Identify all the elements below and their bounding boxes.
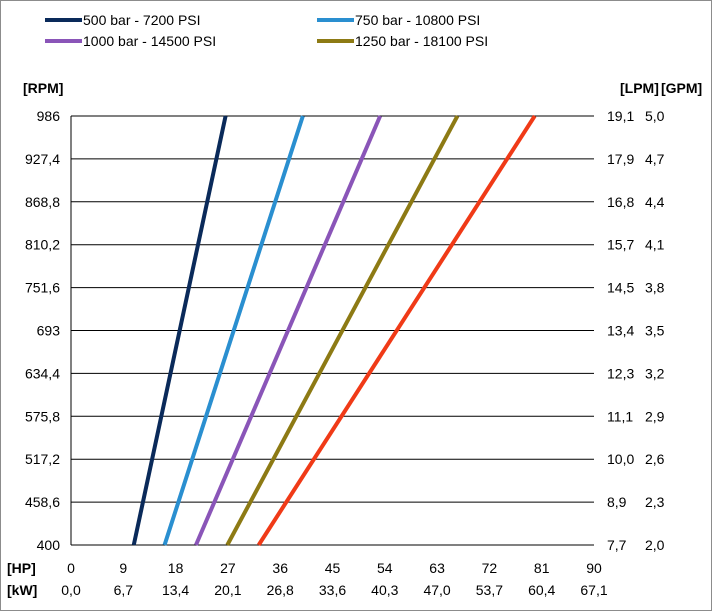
lpm-tick-label: 13,4 [607, 323, 634, 339]
gpm-tick-label: 3,5 [645, 323, 665, 339]
lpm-tick-label: 8,9 [607, 494, 627, 510]
lpm-tick-label: 12,3 [607, 365, 634, 381]
kw-tick-labels: 0,0 6,7 13,4 20,1 26,8 33,6 40,3 47,0 53,7 60,4 67… [61, 582, 608, 598]
y-tick-label: 517,2 [25, 451, 60, 467]
kw-tick-label: 40,3 [371, 582, 398, 598]
gpm-tick-label: 2,0 [645, 537, 665, 553]
kw-tick-label: 26,8 [267, 582, 294, 598]
kw-tick-label: 33,6 [319, 582, 346, 598]
y-tick-label: 458,6 [25, 494, 60, 510]
hp-tick-labels: 0 9 18 27 36 45 54 63 72 81 90 [67, 560, 602, 576]
lpm-tick-label: 15,7 [607, 237, 634, 253]
lpm-axis-title: [LPM] [620, 80, 659, 96]
kw-tick-label: 67,1 [580, 582, 607, 598]
lpm-tick-label: 19,1 [607, 108, 634, 124]
hp-tick-label: 18 [168, 560, 184, 576]
series-line-4 [225, 115, 460, 546]
lpm-tick-label: 7,7 [607, 537, 627, 553]
hp-tick-label: 9 [119, 560, 127, 576]
y-tick-labels: 986 927,4 868,8 810,2 751,6 693 634,4 575,8 517,… [25, 108, 60, 553]
y-tick-label: 986 [37, 108, 61, 124]
legend-label-4: 1250 bar - 18100 PSI [355, 33, 488, 49]
gpm-tick-label: 5,0 [645, 108, 665, 124]
gpm-tick-label: 2,6 [645, 451, 665, 467]
y-tick-label: 693 [37, 323, 61, 339]
series-lines [131, 114, 537, 547]
kw-tick-label: 13,4 [162, 582, 189, 598]
series-line-1 [131, 115, 228, 546]
gpm-tick-label: 2,3 [645, 494, 665, 510]
lpm-tick-label: 17,9 [607, 151, 634, 167]
lpm-tick-labels: 19,1 17,9 16,8 15,7 14,5 13,4 12,3 11,1 10,0 8,9 7… [607, 108, 634, 553]
gpm-tick-label: 2,9 [645, 408, 665, 424]
hp-tick-label: 63 [429, 560, 445, 576]
y-axis-title: [RPM] [23, 80, 63, 96]
gpm-tick-label: 3,8 [645, 280, 665, 296]
y-tick-label: 927,4 [25, 151, 60, 167]
series-line-3 [194, 115, 382, 546]
hp-tick-label: 54 [377, 560, 393, 576]
kw-tick-label: 60,4 [528, 582, 555, 598]
y-tick-label: 810,2 [25, 237, 60, 253]
series-line-5 [257, 114, 537, 547]
legend-label-3: 1000 bar - 14500 PSI [83, 33, 216, 49]
y-tick-label: 868,8 [25, 194, 60, 210]
gpm-tick-label: 3,2 [645, 365, 665, 381]
gpm-tick-label: 4,7 [645, 151, 665, 167]
hp-tick-label: 90 [586, 560, 602, 576]
legend-label-1: 500 bar - 7200 PSI [83, 12, 201, 28]
gpm-axis-title: [GPM] [661, 80, 702, 96]
series-line-2 [162, 115, 305, 546]
kw-tick-label: 0,0 [61, 582, 81, 598]
gpm-tick-labels: 5,0 4,7 4,4 4,1 3,8 3,5 3,2 2,9 2,6 2,3 2,0 [645, 108, 665, 553]
hp-axis-title: [HP] [7, 560, 36, 576]
kw-tick-label: 53,7 [476, 582, 503, 598]
legend: 500 bar - 7200 PSI 750 bar - 10800 PSI 100… [45, 12, 488, 49]
lpm-tick-label: 11,1 [607, 408, 633, 424]
hp-tick-label: 45 [325, 560, 341, 576]
y-tick-label: 575,8 [25, 408, 60, 424]
legend-label-2: 750 bar - 10800 PSI [355, 12, 480, 28]
kw-tick-label: 20,1 [214, 582, 241, 598]
gpm-tick-label: 4,4 [645, 194, 665, 210]
gpm-tick-label: 4,1 [645, 237, 665, 253]
hp-tick-label: 36 [272, 560, 288, 576]
hp-tick-label: 0 [67, 560, 75, 576]
kw-axis-title: [kW] [7, 582, 37, 598]
lpm-tick-label: 10,0 [607, 451, 634, 467]
y-tick-label: 400 [37, 537, 61, 553]
hp-tick-label: 81 [534, 560, 550, 576]
hp-tick-label: 27 [220, 560, 236, 576]
y-tick-label: 751,6 [25, 280, 60, 296]
hp-tick-label: 72 [482, 560, 498, 576]
y-tick-label: 634,4 [25, 365, 60, 381]
kw-tick-label: 47,0 [423, 582, 450, 598]
kw-tick-label: 6,7 [114, 582, 134, 598]
lpm-tick-label: 16,8 [607, 194, 634, 210]
lpm-tick-label: 14,5 [607, 280, 634, 296]
